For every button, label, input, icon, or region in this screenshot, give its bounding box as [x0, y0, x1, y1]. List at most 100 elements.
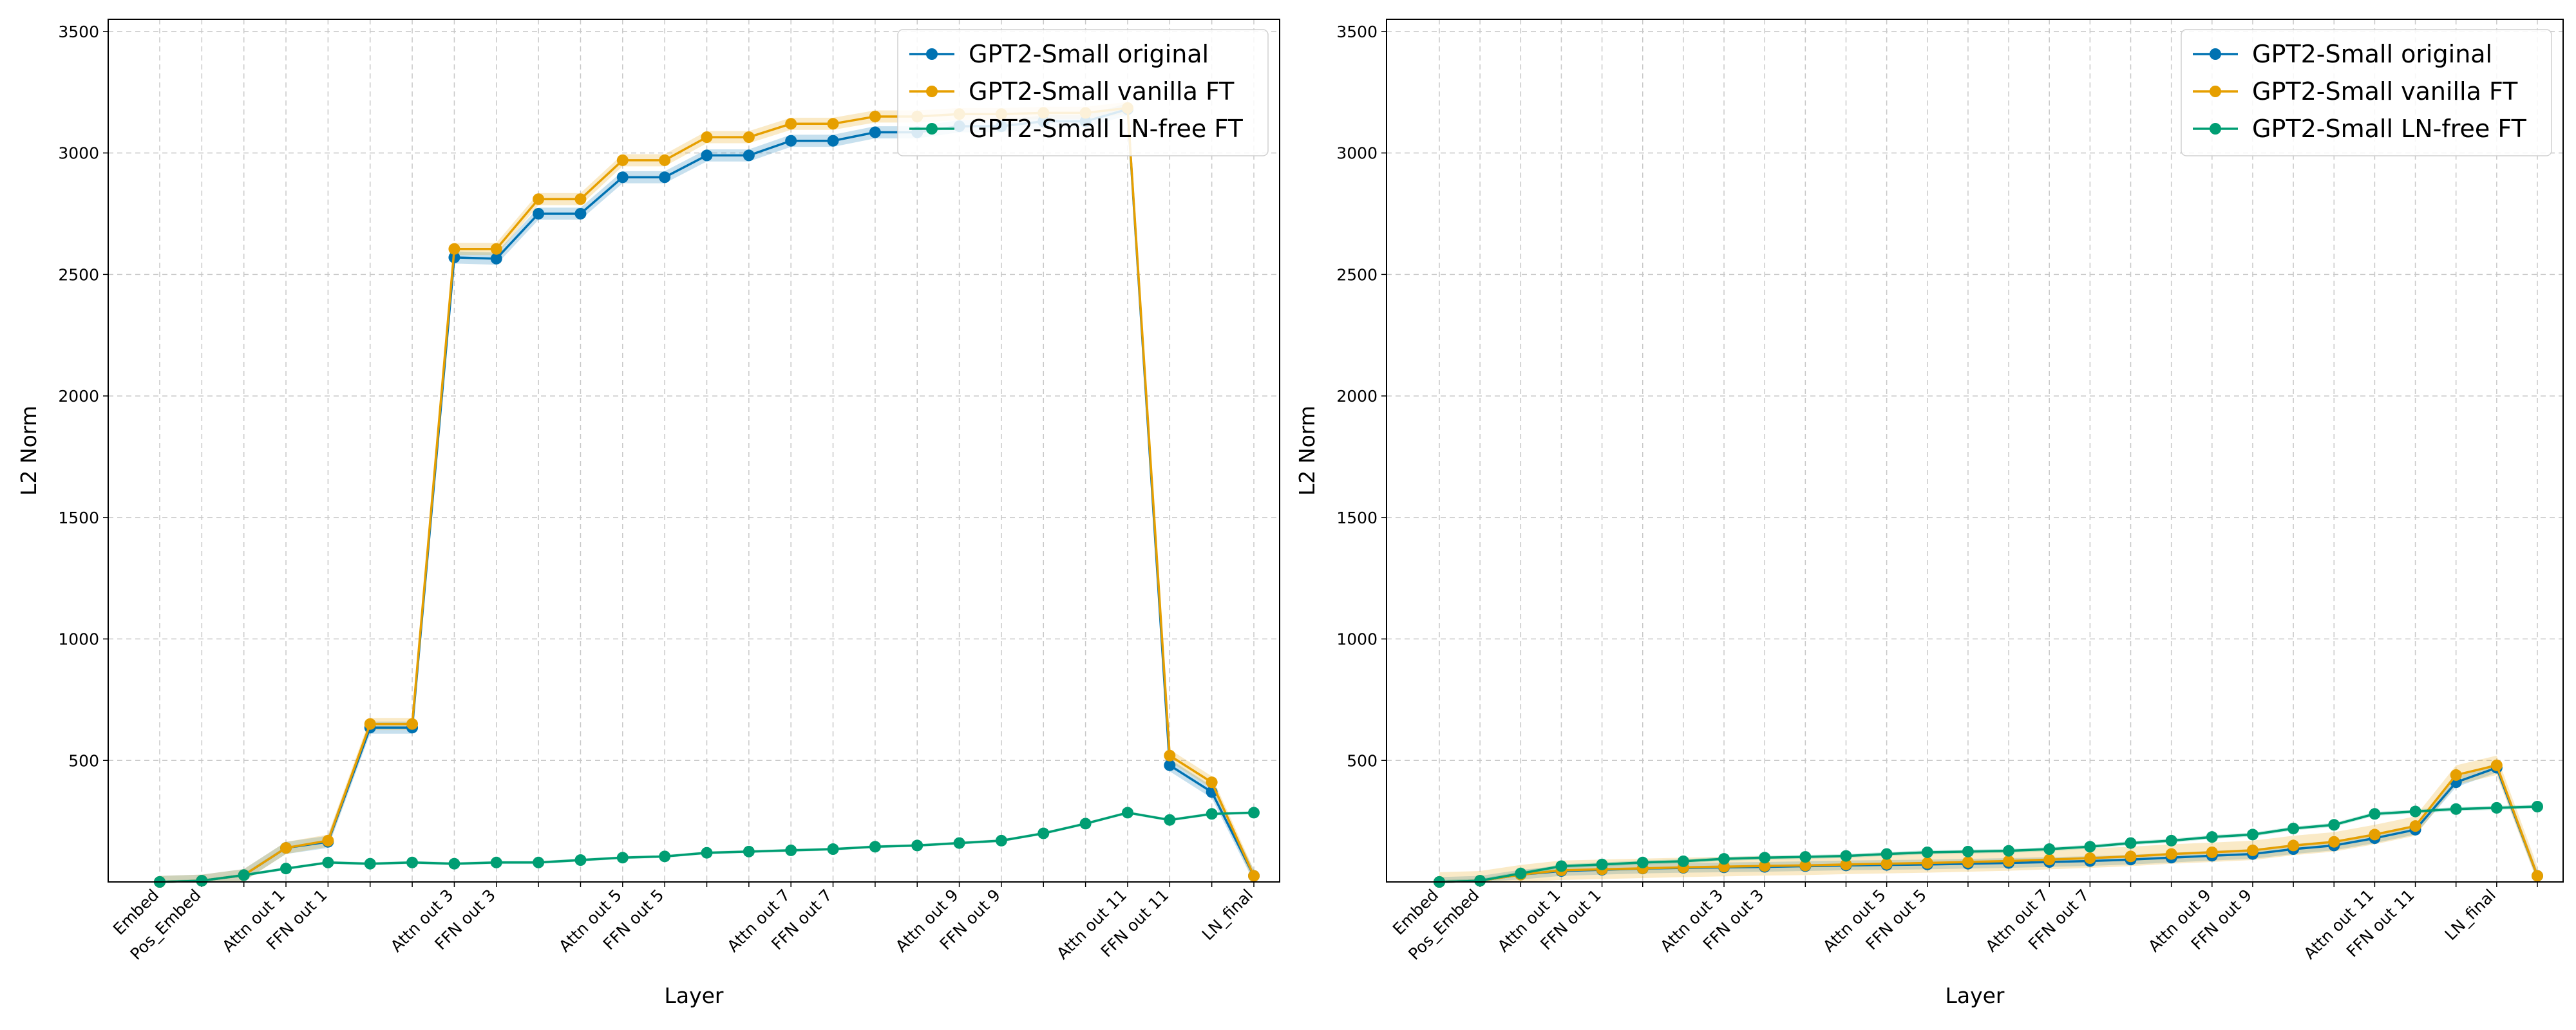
data-point — [2246, 829, 2259, 841]
data-point — [701, 847, 713, 859]
legend-marker-3 — [926, 123, 938, 135]
data-point — [2206, 831, 2218, 843]
data-point — [2246, 844, 2259, 856]
data-point — [743, 845, 755, 857]
data-point — [1759, 860, 1771, 872]
data-point — [827, 118, 839, 130]
data-point — [574, 854, 587, 866]
data-point — [1799, 859, 1812, 872]
data-point — [1840, 850, 1852, 862]
data-point — [785, 844, 797, 856]
data-point — [2287, 839, 2300, 852]
y-tick-label: 3500 — [1336, 23, 1378, 41]
data-point — [616, 171, 629, 183]
data-point — [2450, 769, 2462, 781]
data-point — [1596, 858, 1608, 870]
legend: GPT2-Small original GPT2-Small vanilla FT… — [897, 29, 1269, 156]
x-tick-label: LN_final — [1198, 886, 1257, 944]
data-point — [2206, 846, 2218, 858]
data-point — [1079, 818, 1092, 830]
y-tick-label: 3000 — [1336, 144, 1378, 163]
data-point — [785, 135, 797, 147]
x-axis-title: Layer — [664, 983, 723, 1008]
legend-box — [2181, 29, 2552, 156]
data-point — [533, 193, 545, 205]
plot-frame — [108, 19, 1280, 883]
y-tick-label: 2500 — [1336, 265, 1378, 284]
series-line-3 — [1439, 805, 2538, 883]
y-tick-label: 3500 — [58, 23, 99, 41]
data-point — [1206, 776, 1218, 789]
y-tick-label: 500 — [68, 751, 99, 770]
plot-frame — [1386, 19, 2564, 883]
data-point — [743, 131, 755, 144]
data-point — [448, 243, 460, 255]
chart-panel-1: 500100015002000250030003500EmbedPos_Embe… — [16, 19, 1280, 1008]
data-point — [322, 834, 334, 847]
data-point — [1921, 857, 1933, 869]
data-point — [2043, 843, 2056, 856]
data-point — [574, 193, 587, 205]
data-point — [2084, 841, 2096, 853]
data-point — [2043, 854, 2056, 866]
y-tick-label: 2000 — [1336, 387, 1378, 406]
x-axis-title: Layer — [1945, 983, 2004, 1008]
data-point — [1880, 848, 1893, 860]
series-line-2 — [159, 106, 1255, 883]
data-point — [1718, 853, 1730, 865]
y-axis-title: L2 Norm — [1294, 406, 1320, 496]
data-point — [659, 850, 671, 863]
series-band-3 — [160, 811, 1254, 882]
data-point — [1474, 875, 1486, 887]
data-point — [1759, 852, 1771, 864]
data-point — [196, 875, 208, 887]
data-point — [2328, 819, 2340, 831]
data-point — [533, 856, 545, 868]
data-point — [2409, 805, 2421, 818]
data-point — [2369, 808, 2381, 820]
y-tick-label: 1500 — [1336, 509, 1378, 527]
data-point — [2450, 803, 2462, 815]
series-line-2 — [1439, 763, 2539, 883]
y-tick-label: 500 — [1347, 751, 1378, 770]
data-point — [869, 841, 881, 853]
data-point — [490, 243, 502, 255]
data-point — [1962, 856, 1974, 868]
data-point — [2490, 759, 2503, 771]
y-tick-label: 2500 — [58, 265, 99, 284]
y-tick-label: 3000 — [58, 144, 99, 163]
data-point — [364, 718, 376, 730]
legend-label-2: GPT2-Small vanilla FT — [969, 77, 1235, 106]
series-band-2 — [1439, 755, 2537, 882]
data-point — [490, 252, 502, 265]
data-point — [2003, 845, 2015, 857]
data-point — [322, 856, 334, 868]
data-point — [1677, 855, 1689, 867]
data-point — [2125, 837, 2137, 849]
data-point — [2409, 820, 2421, 832]
data-point — [406, 856, 419, 868]
data-point — [911, 839, 923, 852]
data-point — [2165, 834, 2177, 847]
y-tick-label: 1000 — [1336, 630, 1378, 649]
legend-box — [897, 29, 1269, 156]
legend-marker-2 — [2210, 86, 2221, 97]
data-point — [1121, 807, 1133, 819]
legend-marker-2 — [926, 86, 938, 97]
y-tick-label: 1500 — [58, 509, 99, 527]
data-point — [448, 857, 460, 870]
data-point — [659, 154, 671, 166]
data-point — [1037, 827, 1050, 839]
data-point — [1164, 749, 1176, 762]
data-point — [701, 131, 713, 144]
y-tick-label: 2000 — [58, 387, 99, 406]
data-point — [869, 126, 881, 138]
data-point — [1799, 851, 1812, 863]
data-point — [1515, 867, 1527, 879]
series-line-1 — [159, 108, 1255, 883]
data-point — [2490, 801, 2503, 814]
legend-marker-1 — [2210, 48, 2221, 60]
data-point — [953, 837, 965, 849]
x-tick-label: LN_final — [2441, 886, 2500, 944]
